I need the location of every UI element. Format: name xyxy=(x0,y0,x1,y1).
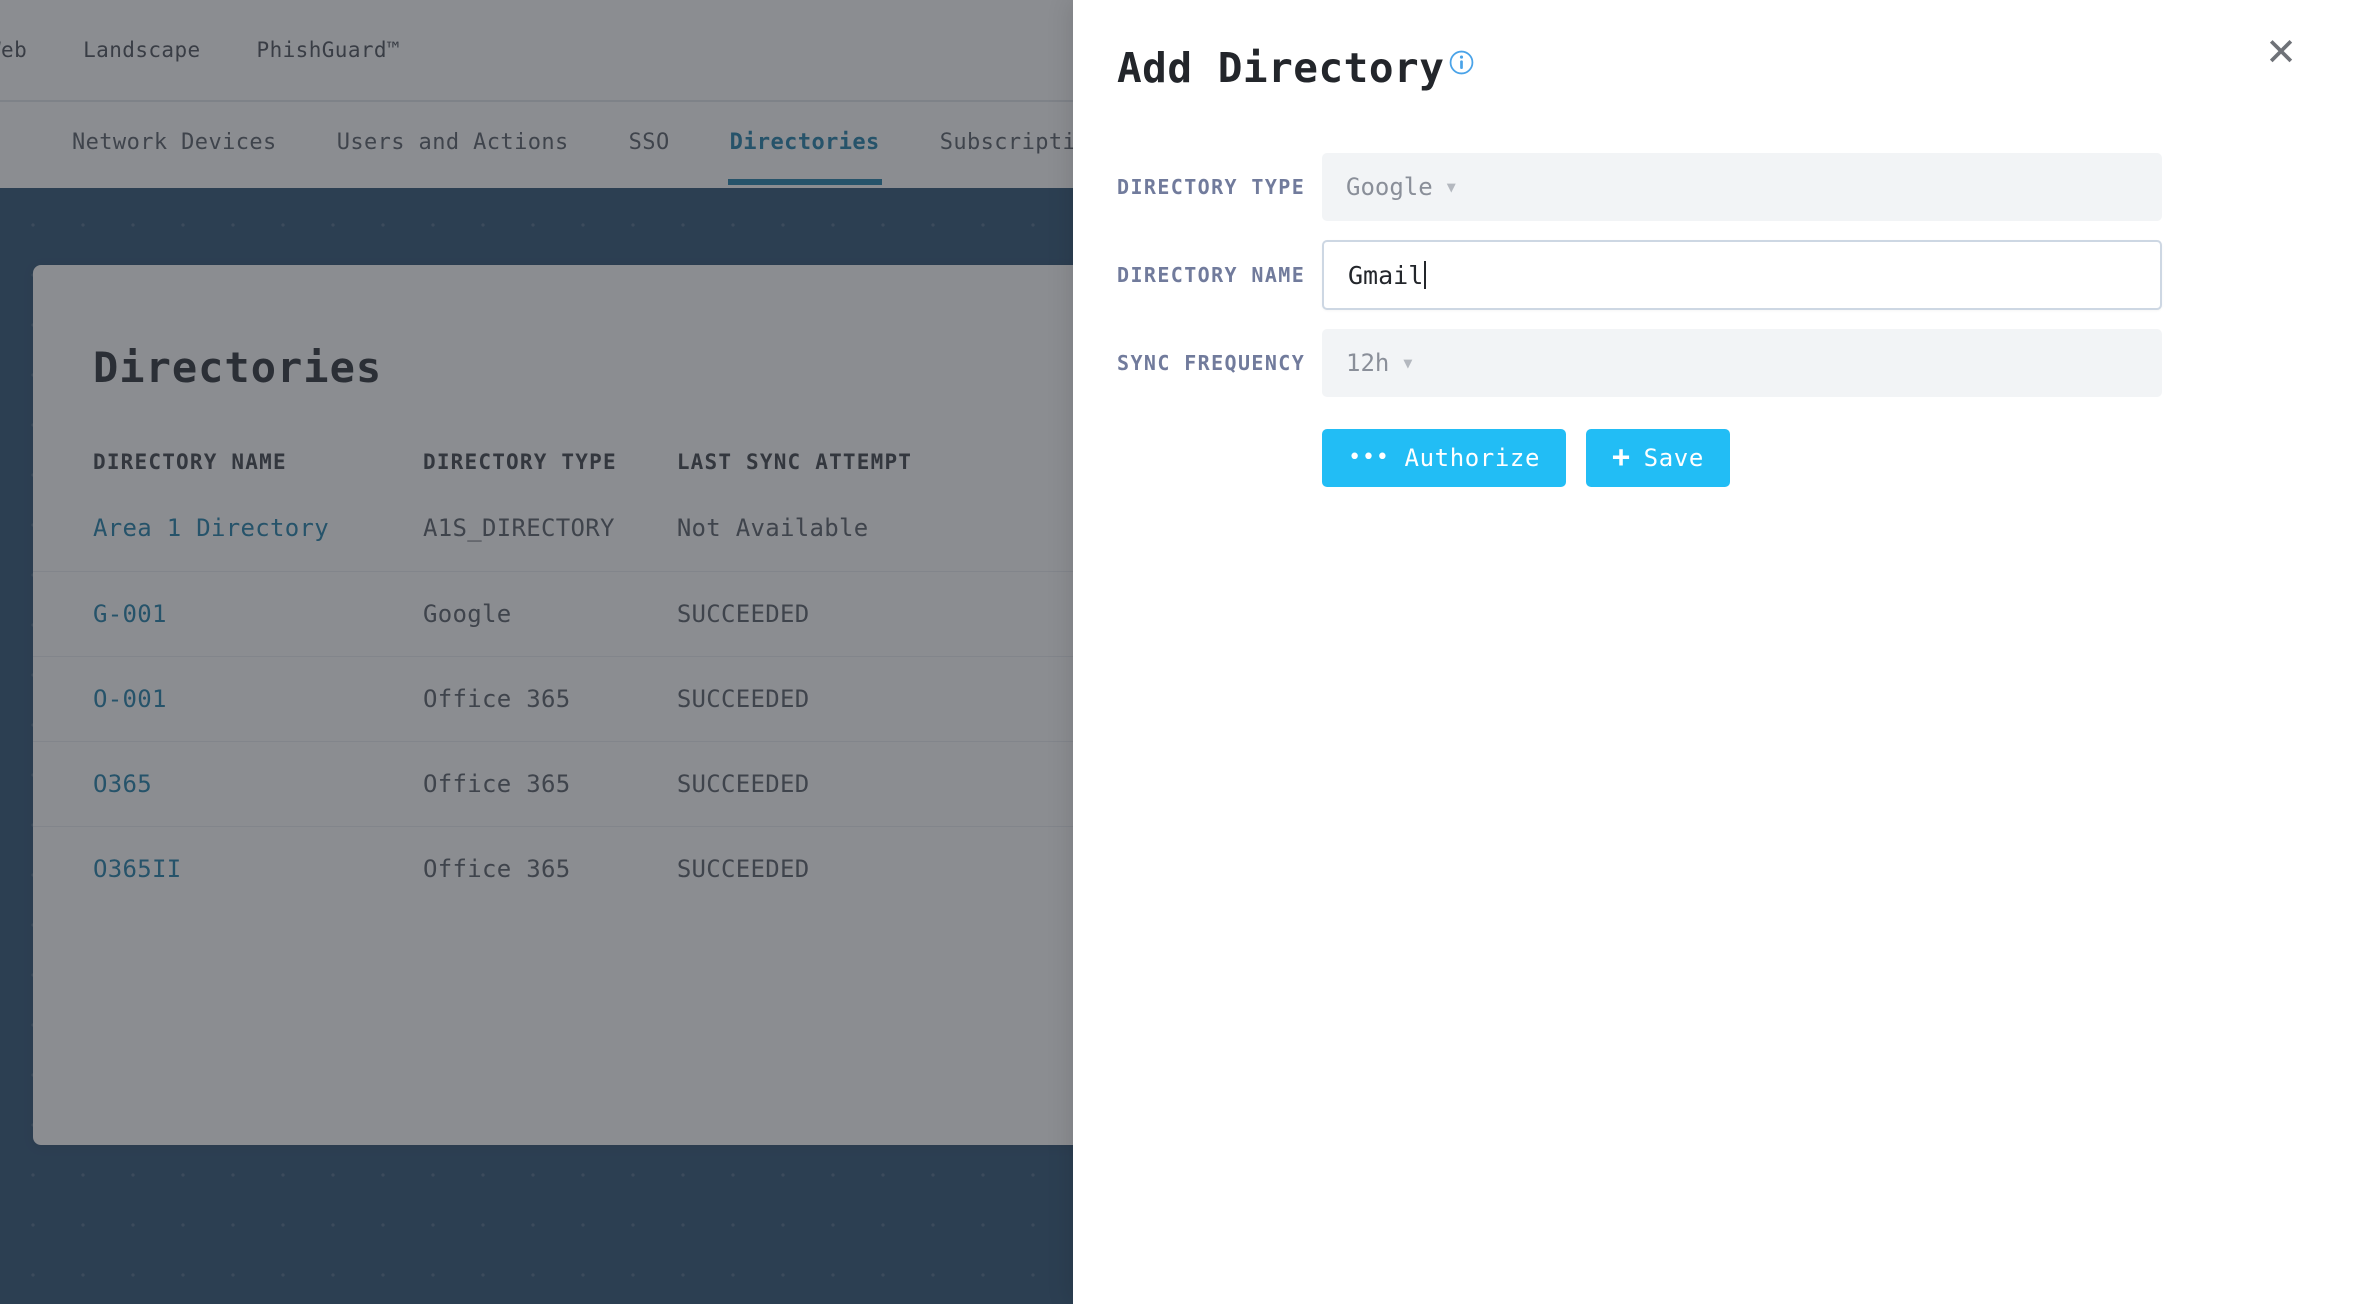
field-row-sync-frequency: SYNC FREQUENCY 12h ▼ xyxy=(1117,329,2356,398)
ellipsis-icon: ••• xyxy=(1348,445,1390,471)
label-sync-frequency: SYNC FREQUENCY xyxy=(1117,351,1306,376)
close-icon[interactable]: ✕ xyxy=(2265,32,2297,74)
add-directory-form: DIRECTORY TYPE Google ▼ DIRECTORY NAME G… xyxy=(1073,91,2356,488)
modal-title: Add Directory xyxy=(1117,44,1445,92)
directory-name-value: Gmail xyxy=(1348,261,1426,290)
modal-action-bar: ••• Authorize + Save xyxy=(1322,429,2356,488)
authorize-button[interactable]: ••• Authorize xyxy=(1322,429,1566,488)
modal-title-row: Add Directory xyxy=(1073,0,2356,91)
field-row-directory-type: DIRECTORY TYPE Google ▼ xyxy=(1117,153,2356,222)
save-button-label: Save xyxy=(1643,444,1704,473)
authorize-button-label: Authorize xyxy=(1404,444,1540,473)
sync-frequency-value: 12h xyxy=(1346,349,1390,378)
modal-dim-overlay[interactable] xyxy=(0,0,1073,1304)
directory-type-value: Google xyxy=(1346,173,1433,202)
add-directory-panel: ✕ Add Directory DIRECTORY TYPE Google ▼ … xyxy=(1073,0,2356,1304)
info-circle-icon[interactable] xyxy=(1449,50,1474,75)
plus-icon: + xyxy=(1612,440,1631,476)
chevron-down-icon: ▼ xyxy=(1403,353,1413,372)
directory-name-input[interactable]: Gmail xyxy=(1322,240,2162,311)
label-directory-name: DIRECTORY NAME xyxy=(1117,263,1306,288)
label-directory-type: DIRECTORY TYPE xyxy=(1117,175,1306,200)
save-button[interactable]: + Save xyxy=(1586,429,1730,488)
field-row-directory-name: DIRECTORY NAME Gmail xyxy=(1117,240,2356,311)
directory-type-select[interactable]: Google ▼ xyxy=(1322,153,2162,222)
chevron-down-icon: ▼ xyxy=(1446,177,1456,196)
sync-frequency-select[interactable]: 12h ▼ xyxy=(1322,329,2162,398)
